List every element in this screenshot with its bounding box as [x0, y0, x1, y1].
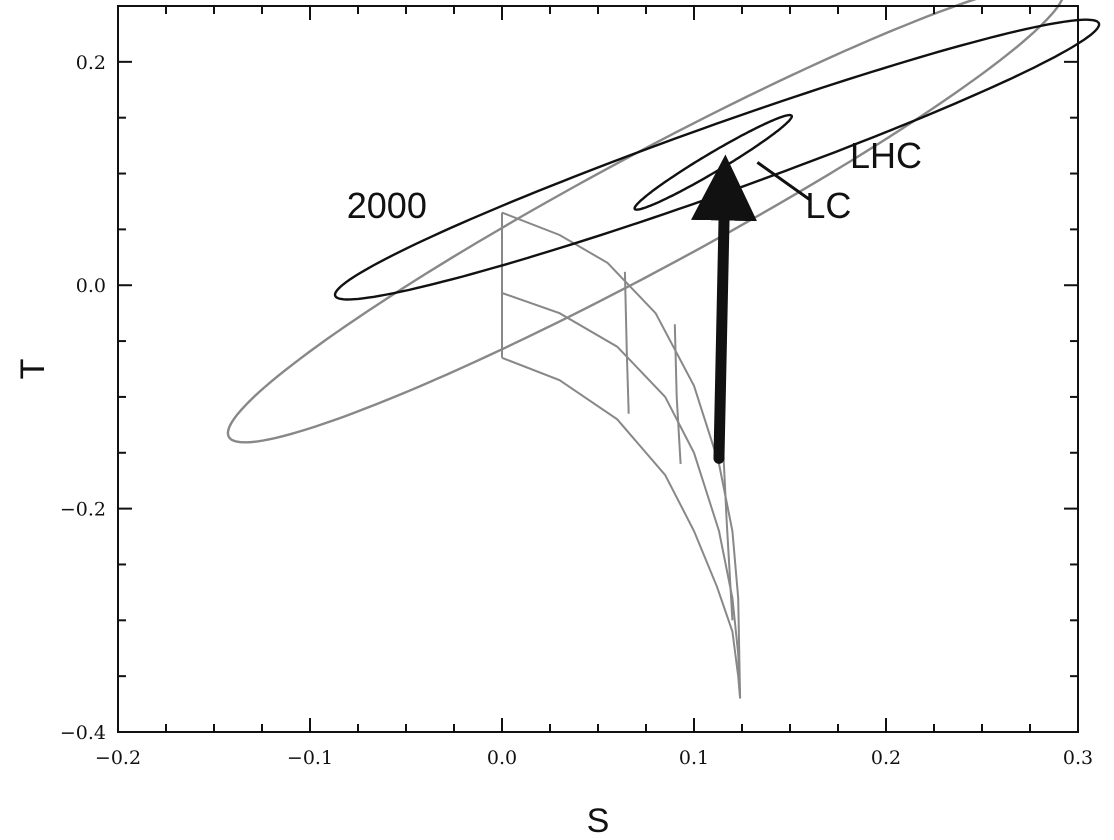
parameter-grid	[501, 211, 742, 699]
y-axis-title: T	[14, 359, 52, 380]
x-tick-label: 0.1	[679, 747, 709, 769]
grid-rung	[673, 324, 682, 464]
y-tick-label: 0.0	[76, 275, 106, 297]
lc-leader-line	[756, 161, 811, 201]
shift-arrow	[691, 154, 758, 464]
x-axis-title: S	[587, 802, 610, 840]
y-tick-label: −0.2	[60, 499, 106, 521]
x-tick-label: −0.2	[95, 747, 141, 769]
y-tick-label: 0.2	[76, 52, 106, 74]
plot-frame	[117, 5, 1079, 733]
ellipse-2000	[226, 0, 1064, 444]
grid-rung	[721, 441, 734, 621]
y-tick-label: −0.4	[60, 722, 106, 744]
x-tick-label: 0.2	[871, 747, 901, 769]
x-tick-label: −0.1	[287, 747, 333, 769]
x-tick-label: 0.0	[487, 747, 517, 769]
ellipse-lc	[633, 113, 793, 211]
annotation-lc: LC	[805, 185, 851, 226]
ellipse-lhc	[333, 18, 1101, 301]
annotations: 2000 LHC LC	[347, 135, 922, 226]
grid-curve	[501, 292, 742, 699]
grid-curve	[501, 211, 742, 699]
annotation-lhc: LHC	[850, 135, 922, 176]
axis-ticks: −0.2 −0.1 0.0 0.1 0.2 0.3 −0.4 −0.2 0.0 0.2	[60, 6, 1093, 769]
x-tick-label: 0.3	[1063, 747, 1093, 769]
confidence-ellipses	[226, 0, 1101, 444]
grid-curve	[501, 356, 742, 699]
arrow-shaft	[691, 154, 758, 464]
annotation-2000: 2000	[347, 185, 427, 226]
grid-rung	[623, 271, 630, 414]
